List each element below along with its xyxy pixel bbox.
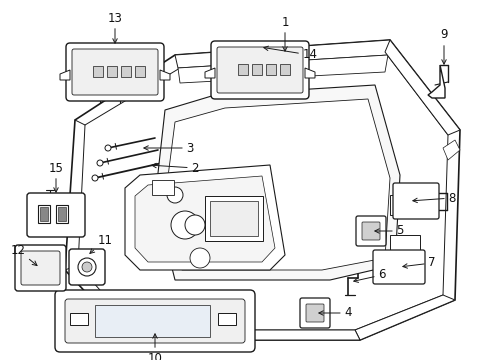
FancyBboxPatch shape bbox=[393, 183, 439, 219]
Text: 15: 15 bbox=[49, 162, 63, 192]
FancyBboxPatch shape bbox=[69, 249, 105, 285]
Bar bbox=[390, 195, 418, 215]
Text: 8: 8 bbox=[413, 192, 456, 204]
Circle shape bbox=[236, 206, 260, 230]
Bar bbox=[252, 64, 262, 75]
Circle shape bbox=[92, 175, 98, 181]
FancyBboxPatch shape bbox=[362, 222, 380, 240]
FancyBboxPatch shape bbox=[65, 299, 245, 343]
Circle shape bbox=[78, 258, 96, 276]
Circle shape bbox=[105, 145, 111, 151]
Bar bbox=[93, 66, 103, 77]
Text: 12: 12 bbox=[10, 243, 37, 266]
Text: 7: 7 bbox=[403, 256, 436, 270]
FancyBboxPatch shape bbox=[66, 43, 164, 101]
Circle shape bbox=[171, 211, 199, 239]
Bar bbox=[56, 205, 68, 223]
FancyBboxPatch shape bbox=[211, 41, 309, 99]
Polygon shape bbox=[385, 40, 460, 135]
Text: 2: 2 bbox=[152, 162, 199, 175]
Circle shape bbox=[167, 187, 183, 203]
FancyBboxPatch shape bbox=[300, 298, 330, 328]
Bar bbox=[95, 305, 210, 337]
Polygon shape bbox=[205, 68, 215, 78]
Text: 1: 1 bbox=[281, 15, 289, 51]
Text: 11: 11 bbox=[90, 234, 113, 253]
Bar bbox=[107, 66, 117, 77]
FancyBboxPatch shape bbox=[72, 49, 158, 95]
Text: 5: 5 bbox=[375, 225, 404, 238]
Text: 10: 10 bbox=[147, 334, 163, 360]
Polygon shape bbox=[125, 165, 285, 270]
FancyBboxPatch shape bbox=[55, 290, 255, 352]
Polygon shape bbox=[60, 70, 70, 80]
Bar bbox=[58, 207, 66, 221]
Bar bbox=[121, 66, 131, 77]
Polygon shape bbox=[165, 99, 390, 270]
Polygon shape bbox=[355, 295, 455, 340]
Bar bbox=[218, 313, 236, 325]
Circle shape bbox=[82, 262, 92, 272]
Bar bbox=[40, 207, 48, 221]
Polygon shape bbox=[175, 40, 390, 68]
FancyBboxPatch shape bbox=[356, 216, 386, 246]
FancyBboxPatch shape bbox=[306, 304, 324, 322]
Bar bbox=[38, 205, 50, 223]
Bar bbox=[70, 313, 88, 325]
FancyBboxPatch shape bbox=[27, 193, 85, 237]
Bar bbox=[394, 199, 414, 211]
Polygon shape bbox=[160, 70, 170, 80]
Circle shape bbox=[190, 248, 210, 268]
Text: 9: 9 bbox=[440, 28, 448, 64]
FancyBboxPatch shape bbox=[15, 245, 66, 291]
Polygon shape bbox=[443, 140, 460, 160]
FancyBboxPatch shape bbox=[21, 251, 60, 285]
Circle shape bbox=[97, 160, 103, 166]
Polygon shape bbox=[78, 52, 448, 330]
Polygon shape bbox=[155, 85, 400, 280]
Bar bbox=[390, 235, 420, 253]
Bar bbox=[135, 66, 145, 77]
Text: 13: 13 bbox=[108, 12, 122, 43]
Bar bbox=[205, 196, 263, 241]
Bar bbox=[210, 201, 258, 236]
Text: 4: 4 bbox=[319, 306, 352, 320]
Polygon shape bbox=[130, 330, 360, 340]
Text: 14: 14 bbox=[264, 46, 318, 62]
Bar bbox=[405, 255, 423, 277]
FancyBboxPatch shape bbox=[373, 250, 425, 284]
Bar bbox=[280, 64, 290, 75]
Text: 3: 3 bbox=[144, 141, 194, 154]
Bar bbox=[238, 64, 248, 75]
Text: 6: 6 bbox=[354, 269, 386, 282]
Bar bbox=[152, 180, 174, 195]
Polygon shape bbox=[135, 176, 275, 262]
Polygon shape bbox=[428, 65, 445, 98]
FancyBboxPatch shape bbox=[217, 47, 303, 93]
Polygon shape bbox=[65, 40, 460, 340]
Polygon shape bbox=[305, 68, 315, 78]
Circle shape bbox=[185, 215, 205, 235]
Polygon shape bbox=[178, 55, 388, 83]
Bar bbox=[266, 64, 276, 75]
